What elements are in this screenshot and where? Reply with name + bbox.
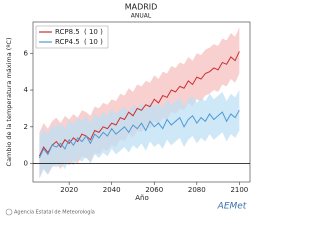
series-line [38, 110, 240, 159]
x-tick-label: 2040 [103, 186, 121, 194]
logo: AEMet [217, 202, 247, 212]
chart-title: MADRID [125, 3, 158, 12]
y-tick-label: 4 [24, 86, 29, 94]
footer-icon [5, 208, 13, 216]
y-tick-label: 0 [24, 160, 28, 168]
legend-box [35, 25, 109, 49]
uncertainty-band [39, 90, 240, 179]
y-tick-label: 6 [24, 49, 29, 57]
legend-count: ( 10 ) [84, 38, 103, 46]
x-tick-label: 2060 [145, 186, 163, 194]
legend-count: ( 10 ) [84, 28, 103, 36]
x-tick-label: 2080 [188, 186, 206, 194]
y-tick-label: 2 [24, 123, 28, 131]
y-axis-label: Cambio de la temperatura máxima (ºC) [5, 38, 13, 167]
legend-label: RCP8.5 [55, 28, 80, 36]
chart: MADRID ANUAL Año Cambio de la temperatur… [5, 3, 251, 216]
chart-subtitle: ANUAL [131, 13, 152, 20]
series-line [38, 51, 240, 157]
x-tick-label: 2020 [60, 186, 78, 194]
x-axis-label: Año [135, 194, 149, 202]
footer-source: Agencia Estatal de Meteorología [14, 209, 95, 216]
x-tick-label: 2100 [230, 186, 248, 194]
legend-label: RCP4.5 [55, 38, 80, 46]
